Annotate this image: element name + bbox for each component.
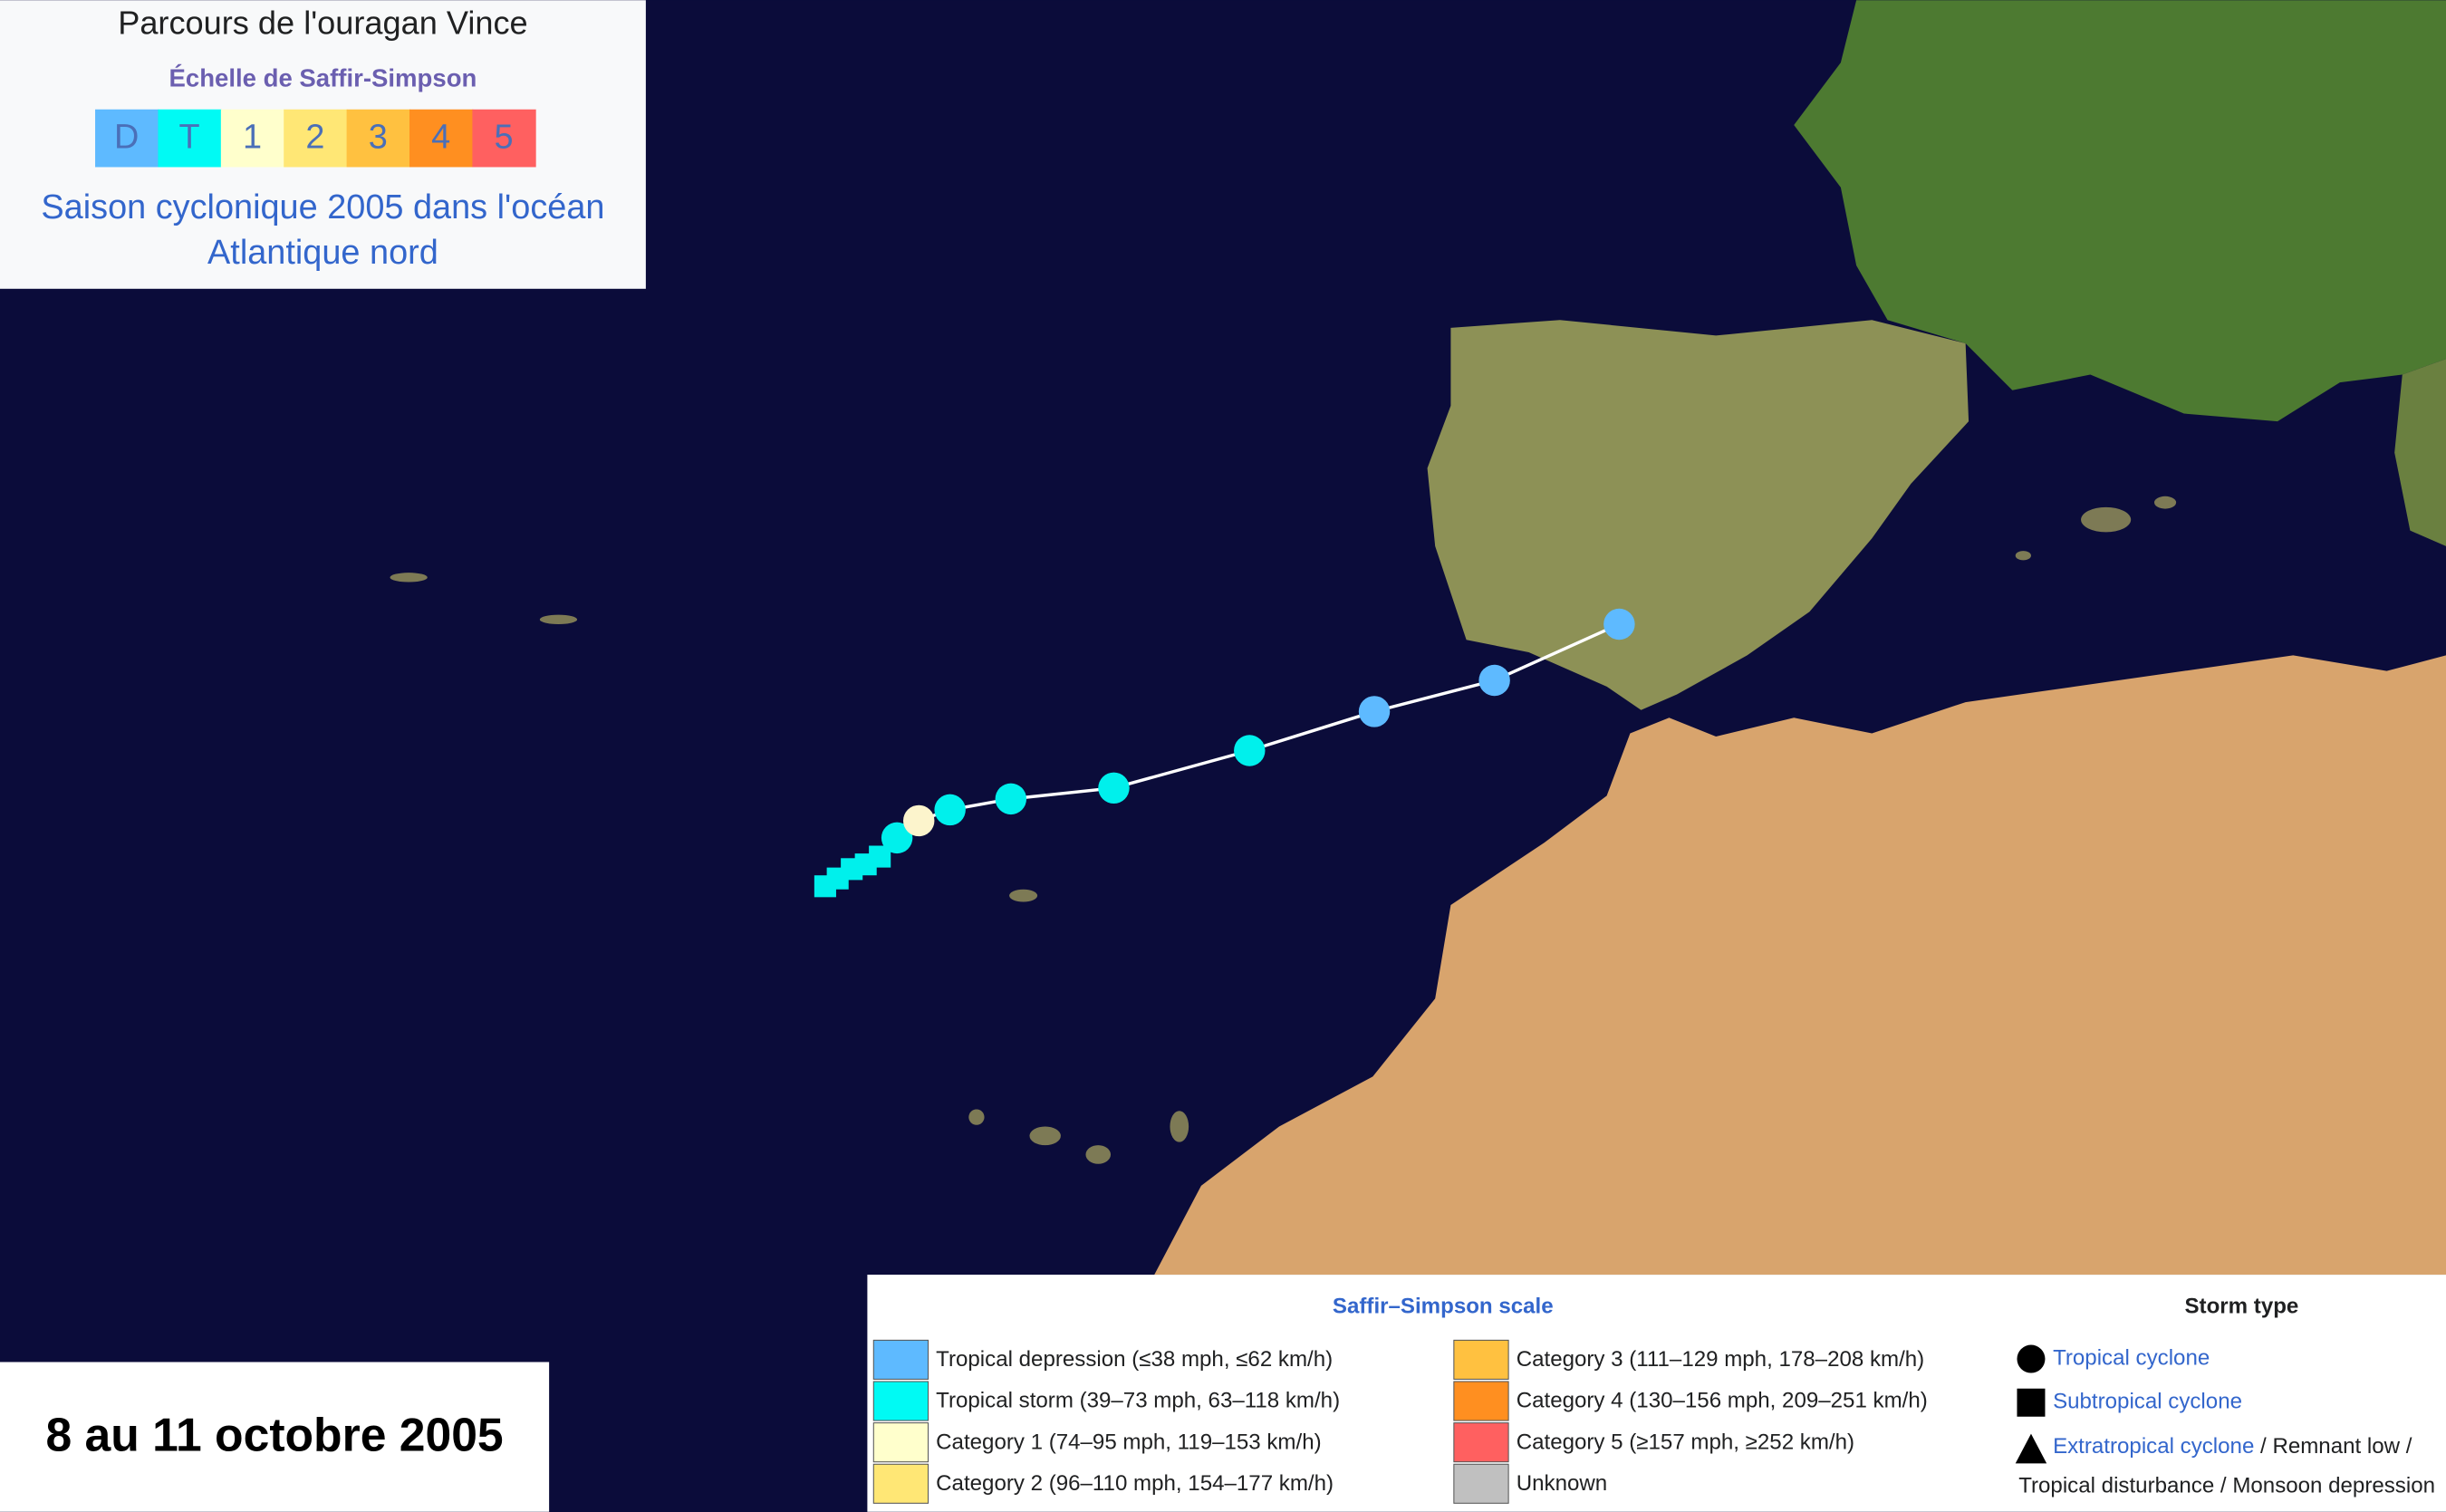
scale-key-label: 5 (495, 118, 514, 156)
scale-keys: D T 1 2 3 4 5 (95, 109, 536, 168)
scale-key-label: 2 (305, 118, 324, 156)
type-link[interactable]: Subtropical cyclone (2053, 1390, 2242, 1414)
legend-swatch (1453, 1422, 1509, 1463)
scale-key-swatch (95, 109, 159, 168)
season-link[interactable]: Saison cyclonique 2005 dans l'océan (41, 188, 604, 226)
scale-key-label: 3 (369, 118, 388, 156)
date-box (0, 1362, 550, 1512)
scale-label[interactable]: Échelle de Saffir-Simpson (169, 63, 477, 91)
scale-key-swatch (409, 109, 474, 168)
scale-key-swatch (346, 109, 410, 168)
legend-swatch (872, 1422, 929, 1463)
legend-label: Category 3 (111–129 mph, 178–208 km/h) (1517, 1347, 1924, 1372)
legend-box (867, 1275, 2446, 1512)
island (2081, 506, 2132, 533)
italy (2394, 359, 2446, 546)
france (1794, 0, 2446, 422)
iberia (1427, 320, 1969, 710)
type-icon-square (2017, 1388, 2046, 1417)
type-text: Tropical disturbance / Monsoon depressio… (2018, 1474, 2435, 1498)
islands (390, 496, 2177, 1164)
north-africa (1154, 655, 2446, 1276)
type-line: Extratropical cyclone / Remnant low / (2053, 1435, 2412, 1459)
scale-key-swatch (472, 109, 536, 168)
island (2015, 551, 2031, 561)
island (1029, 1126, 1061, 1146)
legend-label: Unknown (1517, 1471, 1607, 1496)
scale-key-swatch (158, 109, 222, 168)
legend-swatch (1453, 1463, 1509, 1504)
island (1170, 1111, 1189, 1142)
type-icon-triangle (2015, 1433, 2047, 1464)
track-point (1478, 664, 1510, 697)
track-point (903, 804, 935, 837)
legend-type-title: Storm type (2184, 1295, 2298, 1319)
legend-swatch (1453, 1381, 1509, 1421)
track-point (1358, 696, 1391, 727)
legend-label: Tropical storm (39–73 mph, 63–118 km/h) (936, 1389, 1340, 1413)
legend-label: Category 1 (74–95 mph, 119–153 km/h) (936, 1430, 1321, 1454)
track-point (1603, 608, 1635, 640)
scale-key-label: D (114, 118, 139, 156)
track-point (1234, 735, 1266, 766)
track-point (934, 794, 966, 826)
legend-label: Category 5 (≥157 mph, ≥252 km/h) (1517, 1430, 1854, 1454)
scale-key-swatch (284, 109, 348, 168)
date-text: 8 au 11 octobre 2005 (45, 1408, 503, 1460)
type-text: / Remnant low / (2254, 1435, 2412, 1459)
legend-label: Category 4 (130–156 mph, 209–251 km/h) (1517, 1389, 1928, 1413)
type-icon-circle (2017, 1344, 2046, 1373)
track-point (995, 783, 1027, 815)
scale-key-label: T (179, 118, 200, 156)
scale-key-swatch (220, 109, 285, 168)
legend-swatch (872, 1463, 929, 1504)
island (2153, 496, 2177, 509)
island (390, 573, 428, 583)
legend-label: Tropical depression (≤38 mph, ≤62 km/h) (936, 1347, 1333, 1372)
legend-scale-title[interactable]: Saffir–Simpson scale (1333, 1295, 1554, 1319)
legend-swatch (872, 1339, 929, 1380)
legend-swatch (872, 1381, 929, 1421)
legend-swatch (1453, 1339, 1509, 1380)
legend-items: Tropical depression (≤38 mph, ≤62 km/h) T… (872, 1339, 1928, 1504)
track-point (881, 822, 913, 854)
island (539, 614, 578, 624)
island (968, 1109, 985, 1125)
track-point (1098, 772, 1130, 804)
island (1009, 889, 1038, 902)
type-link[interactable]: Extratropical cyclone (2053, 1435, 2254, 1459)
legend-label: Category 2 (96–110 mph, 154–177 km/h) (936, 1471, 1334, 1496)
type-link[interactable]: Tropical cyclone (2053, 1345, 2210, 1370)
title: Parcours de l'ouragan Vince (118, 4, 527, 41)
season-link[interactable]: Atlantique nord (207, 234, 438, 272)
scale-key-label: 4 (431, 118, 450, 156)
island (1085, 1145, 1112, 1164)
scale-key-label: 1 (243, 118, 262, 156)
